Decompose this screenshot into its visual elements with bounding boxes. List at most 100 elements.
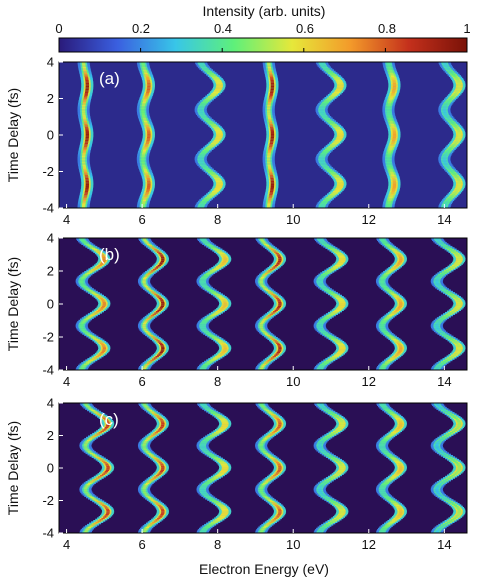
heatmap-cell: [145, 363, 149, 366]
heatmap-cell: [443, 104, 448, 107]
heatmap-cell: [160, 256, 165, 259]
heatmap-cell: [268, 170, 273, 172]
heatmap-cell: [146, 129, 151, 132]
heatmap-cell: [392, 178, 396, 181]
heatmap-cell: [143, 491, 147, 494]
heatmap-cell: [157, 309, 161, 311]
heatmap-cell: [216, 249, 221, 252]
colorbar-tick-label: 0.4: [214, 21, 232, 36]
heatmap-cell: [82, 104, 86, 107]
heatmap-cell: [439, 318, 443, 321]
heatmap-cell: [105, 425, 110, 427]
heatmap-cell: [451, 294, 455, 297]
heatmap-cell: [381, 276, 386, 278]
heatmap-cell: [386, 244, 391, 247]
heatmap-cell: [84, 92, 89, 95]
heatmap-cell: [214, 356, 219, 359]
heatmap-cell: [217, 184, 221, 187]
heatmap-cell: [151, 434, 155, 436]
heatmap-cell: [440, 243, 445, 245]
heatmap-cell: [264, 362, 268, 364]
heatmap-cell: [159, 306, 164, 309]
heatmap-cell: [337, 186, 342, 188]
heatmap-cell: [85, 127, 89, 130]
heatmap-cell: [457, 135, 462, 137]
heatmap-cell: [102, 302, 107, 305]
heatmap-cell: [334, 294, 338, 297]
heatmap-band: [77, 62, 94, 208]
heatmap-cell: [213, 190, 218, 193]
heatmap-cell: [142, 530, 147, 533]
heatmap-cell: [99, 252, 103, 255]
heatmap-cell: [264, 288, 268, 290]
heatmap-cell: [273, 310, 277, 313]
heatmap-cell: [456, 79, 460, 82]
heatmap-cell: [82, 240, 86, 243]
heatmap-cell: [320, 205, 324, 207]
heatmap-cell: [143, 404, 147, 406]
heatmap-cell: [90, 314, 94, 317]
heatmap-cell: [323, 243, 328, 245]
heatmap-cell: [85, 83, 90, 86]
heatmap-cell: [267, 199, 272, 202]
heatmap-cell: [94, 499, 98, 501]
heatmap-cell: [82, 105, 86, 108]
heatmap-cell: [270, 132, 275, 134]
heatmap-cell: [452, 94, 456, 96]
heatmap-cell: [263, 318, 267, 321]
heatmap-cell: [324, 199, 328, 202]
heatmap-cell: [214, 140, 218, 143]
heatmap-cell: [201, 164, 206, 167]
heatmap-cell: [445, 66, 449, 69]
heatmap-cell: [389, 72, 394, 75]
heatmap-cell: [454, 175, 459, 178]
heatmap-cell: [266, 156, 271, 159]
heatmap-cell: [270, 88, 274, 91]
heatmap-cell: [321, 104, 325, 107]
heatmap-cell: [82, 200, 86, 203]
heatmap-cell: [338, 253, 343, 256]
heatmap-cell: [340, 344, 344, 347]
heatmap-cell: [208, 315, 213, 318]
heatmap-cell: [142, 102, 146, 105]
heatmap-cell: [94, 338, 99, 341]
heatmap-cell: [142, 486, 147, 488]
heatmap-cell: [84, 174, 89, 177]
heatmap-cell: [147, 184, 151, 187]
heatmap-cell: [144, 194, 148, 197]
heatmap-cell: [449, 97, 454, 99]
heatmap-cell: [159, 462, 164, 465]
heatmap-cell: [102, 257, 107, 260]
heatmap-cell: [160, 300, 164, 302]
heatmap-cell: [83, 241, 88, 244]
heatmap-band: [137, 403, 169, 533]
heatmap-cell: [444, 164, 449, 167]
heatmap-cell: [267, 290, 272, 293]
heatmap-cell: [456, 350, 461, 352]
heatmap-cell: [337, 129, 341, 132]
heatmap-cell: [91, 479, 96, 482]
heatmap-cell: [85, 177, 89, 180]
heatmap-cell: [267, 205, 271, 207]
heatmap-cell: [319, 366, 323, 368]
heatmap-cell: [217, 294, 221, 297]
heatmap-cell: [453, 296, 457, 298]
heatmap-cell: [159, 470, 164, 473]
heatmap-cell: [319, 276, 324, 278]
heatmap-cell: [267, 152, 271, 155]
heatmap-cell: [325, 244, 329, 247]
heatmap-cell: [453, 191, 457, 194]
heatmap-cell: [442, 108, 447, 111]
heatmap-cell: [328, 120, 332, 123]
x-tick-label: 6: [138, 212, 145, 227]
heatmap-cell: [147, 130, 151, 133]
heatmap-cell: [269, 140, 274, 143]
heatmap-cell: [208, 194, 213, 197]
heatmap-cell: [160, 425, 165, 427]
heatmap-cell: [103, 471, 107, 474]
heatmap-cell: [159, 418, 163, 421]
heatmap-cell: [444, 114, 448, 117]
heatmap-cell: [389, 98, 393, 101]
heatmap-cell: [396, 342, 401, 344]
